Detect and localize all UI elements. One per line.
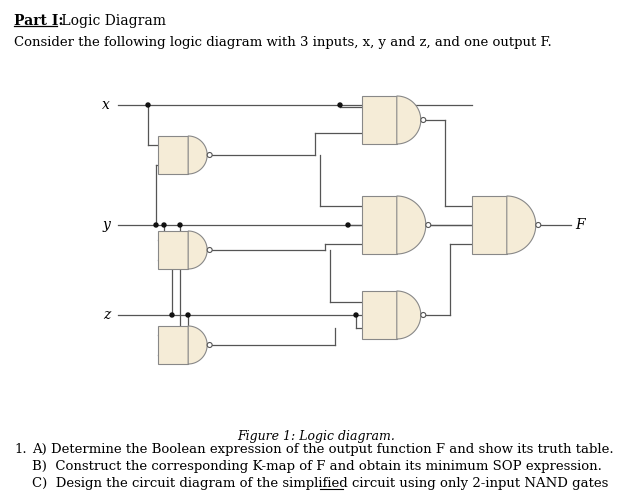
Circle shape: [426, 222, 431, 227]
Circle shape: [421, 117, 426, 122]
Polygon shape: [188, 136, 207, 174]
Circle shape: [421, 312, 426, 318]
Circle shape: [536, 222, 541, 227]
Text: z: z: [103, 308, 110, 322]
Text: Logic Diagram: Logic Diagram: [57, 14, 166, 28]
Text: Part I:: Part I:: [14, 14, 63, 28]
Text: y: y: [102, 218, 110, 232]
Text: A) Determine the Boolean expression of the output function F and show its truth : A) Determine the Boolean expression of t…: [32, 443, 613, 456]
Polygon shape: [188, 326, 207, 364]
Text: Consider the following logic diagram with 3 inputs, x, y and z, and one output F: Consider the following logic diagram wit…: [14, 36, 552, 49]
Polygon shape: [158, 231, 188, 269]
Text: 1.: 1.: [14, 443, 27, 456]
Polygon shape: [188, 231, 207, 269]
Polygon shape: [158, 136, 188, 174]
Text: F: F: [575, 218, 584, 232]
Circle shape: [170, 313, 174, 317]
Circle shape: [346, 223, 350, 227]
Circle shape: [162, 223, 166, 227]
Text: x: x: [102, 98, 110, 112]
Polygon shape: [362, 96, 397, 144]
Polygon shape: [362, 196, 397, 254]
Polygon shape: [362, 291, 397, 339]
Circle shape: [154, 223, 158, 227]
Circle shape: [207, 153, 212, 158]
Circle shape: [178, 223, 182, 227]
Circle shape: [338, 103, 342, 107]
Circle shape: [354, 313, 358, 317]
Polygon shape: [397, 196, 426, 254]
Circle shape: [186, 313, 190, 317]
Polygon shape: [507, 196, 536, 254]
Text: B)  Construct the corresponding K-map of F and obtain its minimum SOP expression: B) Construct the corresponding K-map of …: [32, 460, 602, 473]
Text: Figure 1: Logic diagram.: Figure 1: Logic diagram.: [237, 430, 395, 443]
Text: C)  Design the circuit diagram of the simplified circuit using only 2-input NAND: C) Design the circuit diagram of the sim…: [32, 477, 608, 490]
Circle shape: [207, 247, 212, 252]
Polygon shape: [158, 326, 188, 364]
Circle shape: [207, 343, 212, 348]
Polygon shape: [397, 96, 421, 144]
Polygon shape: [397, 291, 421, 339]
Circle shape: [146, 103, 150, 107]
Polygon shape: [472, 196, 507, 254]
